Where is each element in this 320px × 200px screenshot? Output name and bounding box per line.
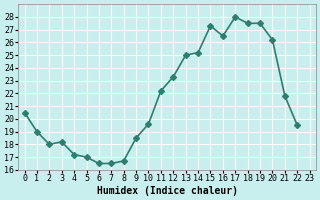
X-axis label: Humidex (Indice chaleur): Humidex (Indice chaleur) — [97, 186, 237, 196]
